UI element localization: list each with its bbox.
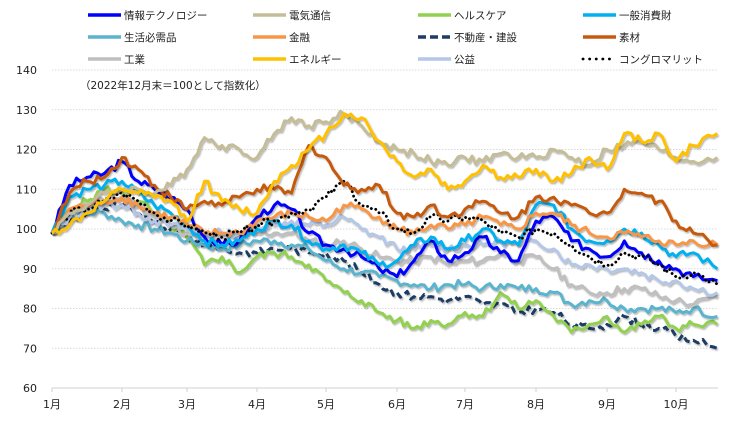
series-line-4 [50, 177, 719, 271]
x-tick-label: 8月 [527, 398, 545, 411]
legend-label: 工業 [124, 53, 145, 66]
y-tick-label: 90 [23, 263, 37, 276]
series-line-6 [50, 195, 719, 249]
legend-label: コングロマリット [619, 53, 703, 66]
y-tick-label: 100 [16, 223, 37, 236]
x-axis: 1月 2月 3月 4月 5月 6月 7月 8月 9月 10月 [43, 388, 689, 411]
x-tick-label: 1月 [43, 398, 61, 411]
series-line-5 [50, 209, 718, 320]
legend-label: 不動産・建設 [454, 31, 517, 44]
legend-item: 金融 [253, 31, 310, 44]
y-tick-label: 70 [23, 342, 37, 355]
legend-label: 素材 [619, 31, 640, 44]
legend-label: 公益 [454, 53, 475, 66]
x-tick-label: 9月 [598, 398, 616, 411]
legend-item: 電気通信 [253, 9, 331, 22]
series-line-10 [50, 112, 719, 235]
x-tick-label: 5月 [317, 398, 335, 411]
legend-label: 生活必需品 [124, 31, 177, 44]
y-tick-label: 80 [23, 303, 37, 316]
series-line-12 [50, 179, 719, 287]
legend-label: エネルギー [289, 54, 342, 66]
chart-note: （2022年12月末＝100として指数化） [80, 79, 266, 92]
series-line-1 [50, 158, 718, 283]
x-tick-label: 4月 [248, 398, 266, 411]
series-line-7 [51, 202, 718, 350]
legend-item: ヘルスケア [418, 10, 507, 22]
legend-item: 情報テクノロジー [88, 9, 207, 22]
y-tick-label: 140 [16, 64, 37, 77]
legend-label: 情報テクノロジー [124, 9, 207, 22]
x-tick-label: 2月 [113, 398, 131, 411]
y-tick-label: 60 [23, 382, 37, 395]
x-tick-label: 6月 [388, 398, 406, 411]
legend-item: 不動産・建設 [418, 31, 517, 44]
legend-item: コングロマリット [581, 53, 703, 66]
x-tick-label: 3月 [178, 398, 196, 411]
legend-item: 素材 [583, 31, 640, 44]
y-tick-label: 120 [16, 144, 37, 157]
legend-label: 金融 [289, 31, 310, 44]
legend-label: 一般消費財 [619, 9, 672, 22]
legend-item: エネルギー [253, 54, 342, 66]
legend-label: ヘルスケア [454, 10, 507, 22]
legend-item: 公益 [418, 53, 475, 66]
x-tick-label: 7月 [456, 398, 474, 411]
x-tick-label: 10月 [664, 398, 689, 411]
y-axis: 60 70 80 90 100 110 120 130 140 [16, 64, 37, 395]
y-tick-label: 110 [16, 183, 37, 196]
legend-label: 電気通信 [289, 9, 331, 22]
legend-item: 工業 [88, 53, 145, 66]
plot-area [50, 109, 719, 350]
legend-item: 一般消費財 [583, 9, 672, 22]
y-tick-label: 130 [16, 104, 37, 117]
series-line-11 [50, 201, 719, 297]
legend-item: 生活必需品 [88, 31, 177, 44]
